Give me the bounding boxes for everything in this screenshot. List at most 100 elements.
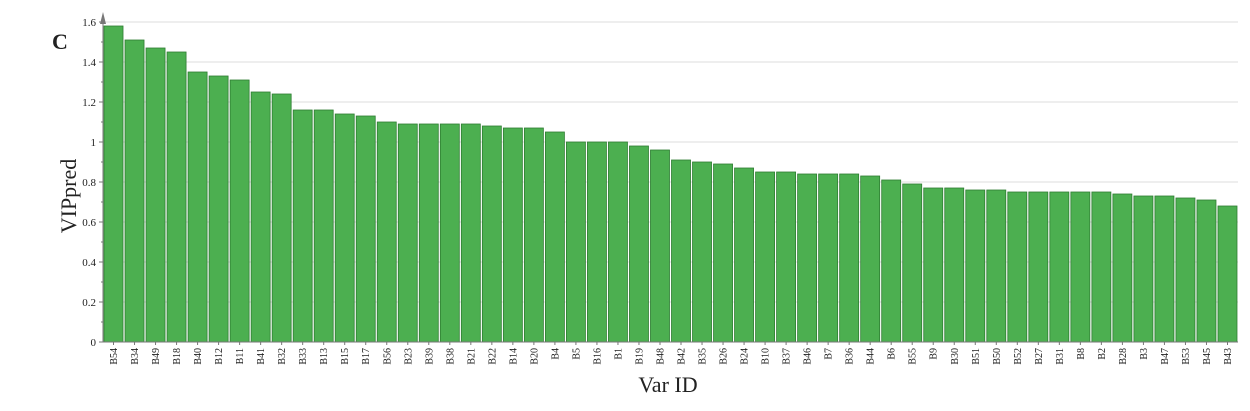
panel-label: C — [52, 29, 68, 54]
bar-b48 — [650, 149, 670, 343]
bar-b56 — [376, 121, 397, 343]
bar-b49 — [145, 47, 166, 343]
bar-b6 — [881, 179, 902, 343]
x-tick-label: B44 — [866, 348, 877, 365]
x-tick-label: B14 — [508, 348, 519, 365]
y-tick-label: 1.6 — [82, 17, 96, 29]
y-tick-label: 1.4 — [82, 57, 96, 69]
y-tick-layer: 0 0.2 0.4 0.6 0.8 1 1.2 1.4 1.6 — [82, 17, 103, 349]
bar-b1 — [608, 141, 628, 343]
bar-b24 — [734, 167, 754, 343]
x-tick-label: B55 — [908, 348, 919, 365]
x-tick-label: B40 — [193, 348, 204, 365]
bar-b50 — [986, 189, 1007, 343]
y-tick-label: 0.6 — [82, 217, 96, 229]
x-tick-label: B17 — [361, 348, 372, 365]
x-tick-label: B9 — [929, 348, 940, 360]
x-axis-title: Var ID — [638, 372, 697, 397]
bar-b9 — [923, 187, 944, 343]
y-tick-label: 1 — [91, 137, 97, 149]
x-tick-label: B48 — [655, 348, 666, 365]
x-tick-label: B8 — [1076, 348, 1087, 360]
x-tick-label: B38 — [445, 348, 456, 365]
bar-b55 — [902, 183, 923, 343]
x-tick-label: B26 — [719, 348, 730, 365]
y-tick-label: 1.2 — [82, 97, 96, 109]
x-tick-label: B36 — [845, 348, 856, 365]
bar-b46 — [797, 173, 818, 343]
x-tick-label: B12 — [214, 348, 225, 365]
y-axis-title: VIPpred — [56, 159, 81, 234]
bar-b20 — [523, 127, 544, 343]
x-tick-label: B30 — [950, 348, 961, 365]
x-tick-label: B45 — [1202, 348, 1213, 365]
bar-b53 — [1175, 197, 1196, 343]
x-tick-label: B5 — [571, 348, 582, 360]
bar-b47 — [1154, 195, 1175, 343]
x-tick-label: B19 — [634, 348, 645, 365]
bar-b17 — [355, 115, 376, 343]
bar-b4 — [544, 131, 565, 343]
x-tick-label: B46 — [803, 348, 814, 365]
x-tick-label: B7 — [824, 348, 835, 360]
bar-b23 — [397, 123, 418, 343]
bar-b2 — [1091, 191, 1112, 343]
bar-b26 — [713, 163, 733, 343]
bar-b12 — [208, 75, 229, 343]
bar-b31 — [1049, 191, 1070, 343]
x-tick-label: B43 — [1223, 348, 1234, 365]
y-tick-label: 0.8 — [82, 177, 96, 189]
bar-layer — [103, 25, 1238, 343]
x-tick-label: B20 — [529, 348, 540, 365]
bar-b51 — [965, 189, 986, 343]
x-tick-label: B47 — [1160, 348, 1171, 365]
bar-b32 — [271, 93, 292, 343]
x-tick-label: B24 — [740, 348, 751, 365]
bar-b42 — [671, 159, 691, 343]
bar-b21 — [460, 123, 481, 343]
bar-b44 — [860, 175, 881, 343]
x-tick-label: B31 — [1055, 348, 1066, 365]
bar-b19 — [629, 145, 649, 343]
bar-b34 — [124, 39, 145, 343]
y-tick-label: 0.4 — [82, 257, 96, 269]
bar-b43 — [1217, 205, 1238, 343]
x-tick-label: B21 — [466, 348, 477, 365]
bar-b36 — [839, 173, 860, 343]
bar-b3 — [1133, 195, 1154, 343]
x-tick-label: B6 — [887, 348, 898, 360]
y-tick-label: 0.2 — [82, 297, 96, 309]
bar-b10 — [755, 171, 775, 343]
x-tick-label: B2 — [1097, 348, 1108, 360]
x-tick-label: B50 — [992, 348, 1003, 365]
bar-b39 — [418, 123, 439, 343]
bar-b45 — [1196, 199, 1217, 343]
bar-b16 — [587, 141, 607, 343]
x-tick-label: B49 — [151, 348, 162, 365]
x-tick-label: B34 — [130, 348, 141, 365]
x-tick-label: B22 — [487, 348, 498, 365]
x-tick-label: B11 — [235, 348, 246, 364]
y-tick-label: 0 — [91, 337, 97, 349]
x-tick-label: B51 — [971, 348, 982, 365]
x-tick-label: B56 — [382, 348, 393, 365]
x-tick-label: B18 — [172, 348, 183, 365]
bar-b11 — [229, 79, 250, 343]
x-tick-label: B41 — [256, 348, 267, 365]
bar-b13 — [313, 109, 334, 343]
x-tick-label: B52 — [1013, 348, 1024, 365]
bar-b7 — [818, 173, 839, 343]
bar-b22 — [481, 125, 502, 343]
x-tick-label: B37 — [782, 348, 793, 365]
x-tick-label: B39 — [424, 348, 435, 365]
bar-b14 — [502, 127, 523, 343]
bar-b27 — [1028, 191, 1049, 343]
x-tick-label: B13 — [319, 348, 330, 365]
grid-layer — [103, 21, 1238, 303]
bar-b5 — [566, 141, 586, 343]
bar-b33 — [292, 109, 313, 343]
x-tick-label: B3 — [1139, 348, 1150, 360]
bar-b35 — [692, 161, 712, 343]
